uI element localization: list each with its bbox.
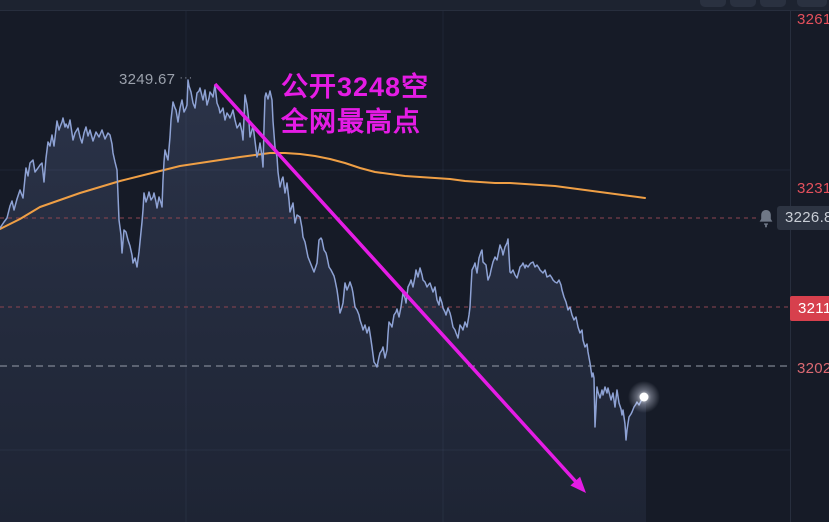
price-axis-border — [790, 0, 791, 522]
alert-price-value: 3226.8 — [785, 209, 829, 226]
annotation-line2: 全网最高点 — [281, 107, 421, 137]
alert-price-badge[interactable]: 3226.8 — [777, 206, 829, 230]
bell-icon[interactable] — [758, 209, 774, 228]
session-high-label: 3249.67 ··· — [119, 71, 193, 88]
toolbar-button[interactable] — [760, 0, 786, 7]
toolbar-button[interactable] — [730, 0, 756, 7]
axis-label-3231: 3231 — [797, 180, 829, 197]
marked-price-badge: 3211 — [790, 296, 829, 321]
toolbar-button[interactable] — [797, 0, 827, 7]
annotation-line1: 公开3248空 — [281, 72, 430, 102]
toolbar-button[interactable] — [700, 0, 726, 7]
axis-label-3202: 3202 — [797, 360, 829, 377]
annotation-text: 公开3248空 全网最高点 — [281, 70, 429, 140]
axis-label-3261: 3261 — [797, 11, 829, 28]
session-high-value: 3249.67 — [119, 71, 176, 88]
series-continuation-dots: ··· — [179, 72, 194, 84]
top-toolbar — [0, 0, 829, 11]
